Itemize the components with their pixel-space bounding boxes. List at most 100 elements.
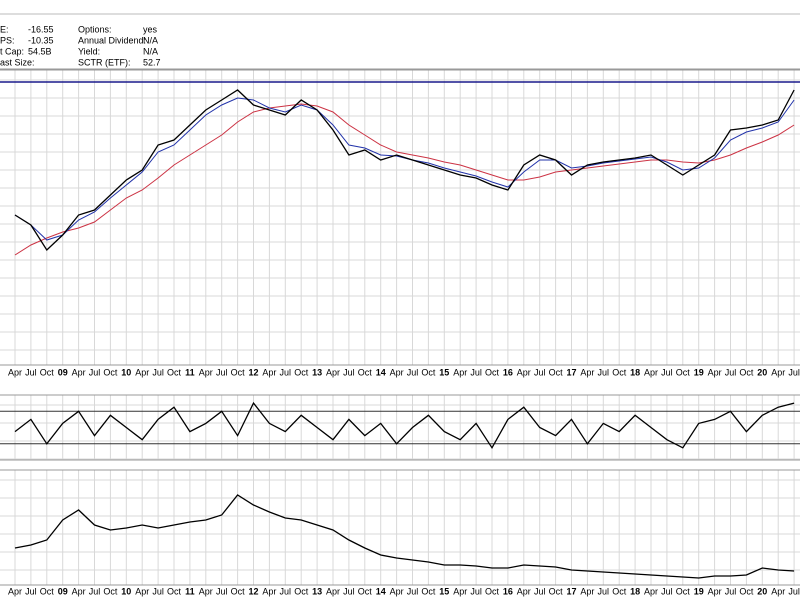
x-tick-label: 09 [58,586,68,596]
x-tick-label: Apr [135,367,149,377]
x-tick-label: Oct [40,367,55,377]
x-tick-label: 09 [58,367,68,377]
x-tick-label: Oct [739,367,754,377]
x-tick-label: 11 [185,367,195,377]
x-tick-label: Oct [485,367,500,377]
series-line [14,401,795,450]
series-line [14,89,795,252]
x-tick-label: Apr [326,586,340,596]
x-tick-label: Apr [708,586,722,596]
x-tick-label: 14 [376,367,386,377]
header-cell: 52.7 [143,57,161,67]
x-tick-label: Apr [580,586,594,596]
x-tick-label: Jul [89,586,101,596]
x-tick-label: Jul [25,367,37,377]
x-tick-label: Oct [103,367,118,377]
x-tick-label: Oct [676,367,691,377]
x-tick-label: Oct [103,586,118,596]
x-tick-label: 15 [439,586,449,596]
header-cell: t Cap: [0,46,24,56]
x-tick-label: Oct [40,586,55,596]
x-tick-label: Oct [231,367,246,377]
x-tick-label: Apr [644,586,658,596]
x-tick-label: 12 [248,586,258,596]
header-cell: N/A [143,35,158,45]
x-tick-label: Apr [708,367,722,377]
x-tick-label: 19 [694,586,704,596]
header-cell: yes [143,24,158,34]
x-tick-label: Oct [421,367,436,377]
x-tick-label: 16 [503,586,513,596]
x-tick-label: Apr [199,586,213,596]
x-tick-label: Jul [725,586,737,596]
x-tick-label: Oct [739,586,754,596]
x-tick-label: 11 [185,586,195,596]
x-tick-label: Oct [167,586,182,596]
x-tick-label: Oct [421,586,436,596]
x-tick-label: Jul [216,586,228,596]
x-tick-label: Jul [152,586,164,596]
x-tick-label: Jul [598,586,610,596]
header-cell: E: [0,24,9,34]
x-tick-label: Jul [788,586,800,596]
x-tick-label: Jul [152,367,164,377]
header-cell: 54.5B [28,46,52,56]
x-tick-label: Oct [231,586,246,596]
header-cell: Options: [78,24,112,34]
x-tick-label: 19 [694,367,704,377]
x-tick-label: 14 [376,586,386,596]
x-tick-label: Apr [390,367,404,377]
x-tick-label: Jul [407,586,419,596]
x-tick-label: Apr [262,367,276,377]
x-tick-label: Apr [644,367,658,377]
panels: Apr Jul Oct 09 Apr Jul Oct 10 Apr Jul Oct 11 Apr Jul O… [0,69,800,596]
x-tick-label: Apr [8,586,22,596]
x-tick-label: Jul [25,586,37,596]
x-tick-label: Jul [343,367,355,377]
x-tick-label: Oct [294,586,309,596]
x-tick-label: 18 [630,367,640,377]
x-tick-label: Oct [549,586,564,596]
x-tick-label: 16 [503,367,513,377]
x-tick-label: Apr [72,586,86,596]
x-tick-label: Apr [326,367,340,377]
x-tick-label: Apr [135,586,149,596]
x-tick-label: Jul [89,367,101,377]
x-tick-label: Jul [788,367,800,377]
x-tick-label: Apr [390,586,404,596]
header-cell: N/A [143,46,158,56]
header-cell: ast Size: [0,57,35,67]
x-tick-label: 13 [312,586,322,596]
x-tick-label: Jul [598,367,610,377]
x-tick-label: Oct [358,367,373,377]
series-line [14,103,795,256]
x-tick-label: Jul [534,586,546,596]
x-tick-label: Oct [485,586,500,596]
x-tick-label: 20 [757,586,767,596]
x-tick-label: 13 [312,367,322,377]
x-tick-label: Jul [343,586,355,596]
x-tick-label: Oct [167,367,182,377]
header-cell: -10.35 [28,35,54,45]
header-cell: -16.55 [28,24,54,34]
x-tick-label: Apr [771,586,785,596]
x-tick-label: Apr [262,586,276,596]
x-tick-label: Apr [580,367,594,377]
x-tick-label: Jul [216,367,228,377]
x-tick-label: Jul [661,586,673,596]
x-tick-label: 17 [566,367,576,377]
x-tick-label: Apr [453,367,467,377]
x-tick-label: 17 [566,586,576,596]
header-cell: PS: [0,35,15,45]
x-tick-label: Oct [294,367,309,377]
x-tick-label: Jul [725,367,737,377]
x-tick-label: 10 [121,586,131,596]
x-tick-label: 15 [439,367,449,377]
header-cell: Annual Dividend: [78,35,146,45]
series-line [14,494,795,579]
x-tick-label: Jul [280,367,292,377]
x-tick-label: Oct [358,586,373,596]
x-tick-label: 20 [757,367,767,377]
